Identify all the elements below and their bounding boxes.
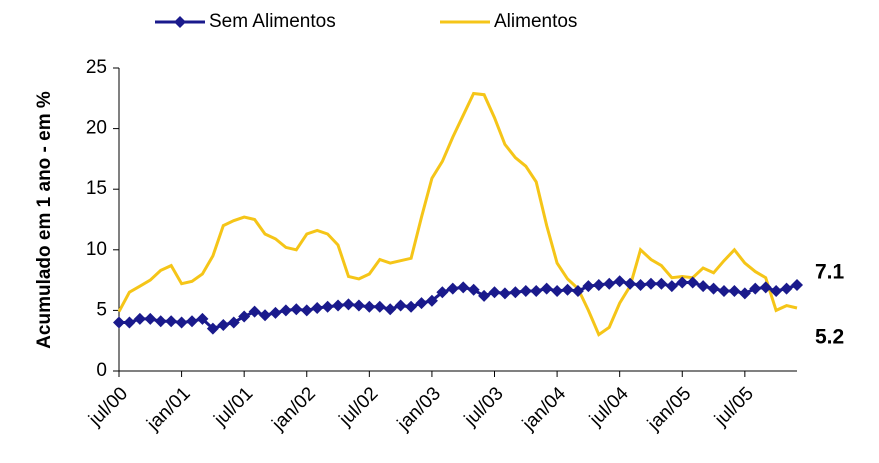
y-tick-label: 25 xyxy=(86,57,107,78)
point xyxy=(613,275,626,288)
point xyxy=(363,300,376,313)
point xyxy=(425,294,438,307)
point xyxy=(644,277,657,290)
legend-marker xyxy=(174,16,186,28)
point xyxy=(311,301,324,314)
x-tick-label: jul/01 xyxy=(210,383,258,431)
x-tick-label: jul/04 xyxy=(585,383,633,431)
point xyxy=(457,281,470,294)
y-tick-label: 20 xyxy=(86,118,107,139)
point xyxy=(113,316,125,329)
x-tick-label: jul/02 xyxy=(335,383,383,431)
point xyxy=(676,276,689,289)
point xyxy=(165,315,178,328)
y-axis-label: Acumulado em 1 ano - em % xyxy=(34,91,55,349)
point xyxy=(186,315,199,328)
y-tick-label: 15 xyxy=(86,178,107,199)
legend-label: Sem Alimentos xyxy=(209,11,336,32)
point xyxy=(571,285,584,298)
point xyxy=(415,297,428,310)
point xyxy=(498,287,511,300)
series-line xyxy=(117,91,798,337)
point xyxy=(780,282,793,295)
point xyxy=(394,299,407,312)
point xyxy=(478,289,491,302)
point xyxy=(624,277,637,290)
point xyxy=(697,280,710,293)
point xyxy=(717,285,730,298)
y-tick-label: 0 xyxy=(96,360,107,381)
x-tick-label: jul/00 xyxy=(84,383,132,431)
point xyxy=(634,278,647,291)
point xyxy=(446,282,459,295)
data-label: 7.1 xyxy=(815,260,845,283)
point xyxy=(488,286,501,299)
x-tick-label: jan/04 xyxy=(518,383,570,435)
point xyxy=(561,283,574,296)
point xyxy=(321,300,334,313)
point xyxy=(352,299,365,312)
point xyxy=(519,285,532,298)
point xyxy=(290,303,303,316)
x-tick-label: jan/05 xyxy=(643,383,695,435)
point xyxy=(238,310,251,323)
point xyxy=(592,278,605,291)
point xyxy=(707,282,720,295)
x-tick-label: jan/02 xyxy=(268,383,320,435)
point xyxy=(686,276,699,289)
point xyxy=(133,312,146,325)
x-tick-label: jan/03 xyxy=(393,383,445,435)
point xyxy=(728,285,741,298)
point xyxy=(196,312,209,325)
point xyxy=(665,280,678,293)
point xyxy=(269,306,282,319)
legend-label: Alimentos xyxy=(494,11,577,32)
point xyxy=(206,322,219,335)
point xyxy=(655,277,668,290)
point xyxy=(467,283,480,296)
y-tick-label: 10 xyxy=(86,239,107,260)
point xyxy=(373,300,386,313)
y-tick-label: 5 xyxy=(96,299,107,320)
point xyxy=(175,316,188,329)
data-label: 5.2 xyxy=(815,326,844,349)
point xyxy=(123,316,136,329)
point xyxy=(144,312,157,325)
point xyxy=(551,285,564,298)
point xyxy=(582,280,595,293)
point xyxy=(791,278,803,291)
point xyxy=(540,282,553,295)
point xyxy=(342,298,355,311)
point xyxy=(509,286,522,299)
point xyxy=(227,316,240,329)
x-tick-label: jul/05 xyxy=(710,383,758,431)
point xyxy=(530,285,543,298)
point xyxy=(217,318,230,331)
point xyxy=(738,287,751,300)
point xyxy=(603,277,616,290)
point xyxy=(436,286,449,299)
point xyxy=(300,304,313,317)
point xyxy=(279,304,292,317)
point xyxy=(759,281,772,294)
point xyxy=(749,282,762,295)
x-tick-label: jul/03 xyxy=(460,383,508,431)
point xyxy=(259,309,272,322)
point xyxy=(770,285,783,298)
x-tick-label: jan/01 xyxy=(142,383,194,435)
point xyxy=(154,315,167,328)
point xyxy=(405,300,418,313)
point xyxy=(332,299,345,312)
point xyxy=(384,303,397,316)
point xyxy=(248,305,261,318)
